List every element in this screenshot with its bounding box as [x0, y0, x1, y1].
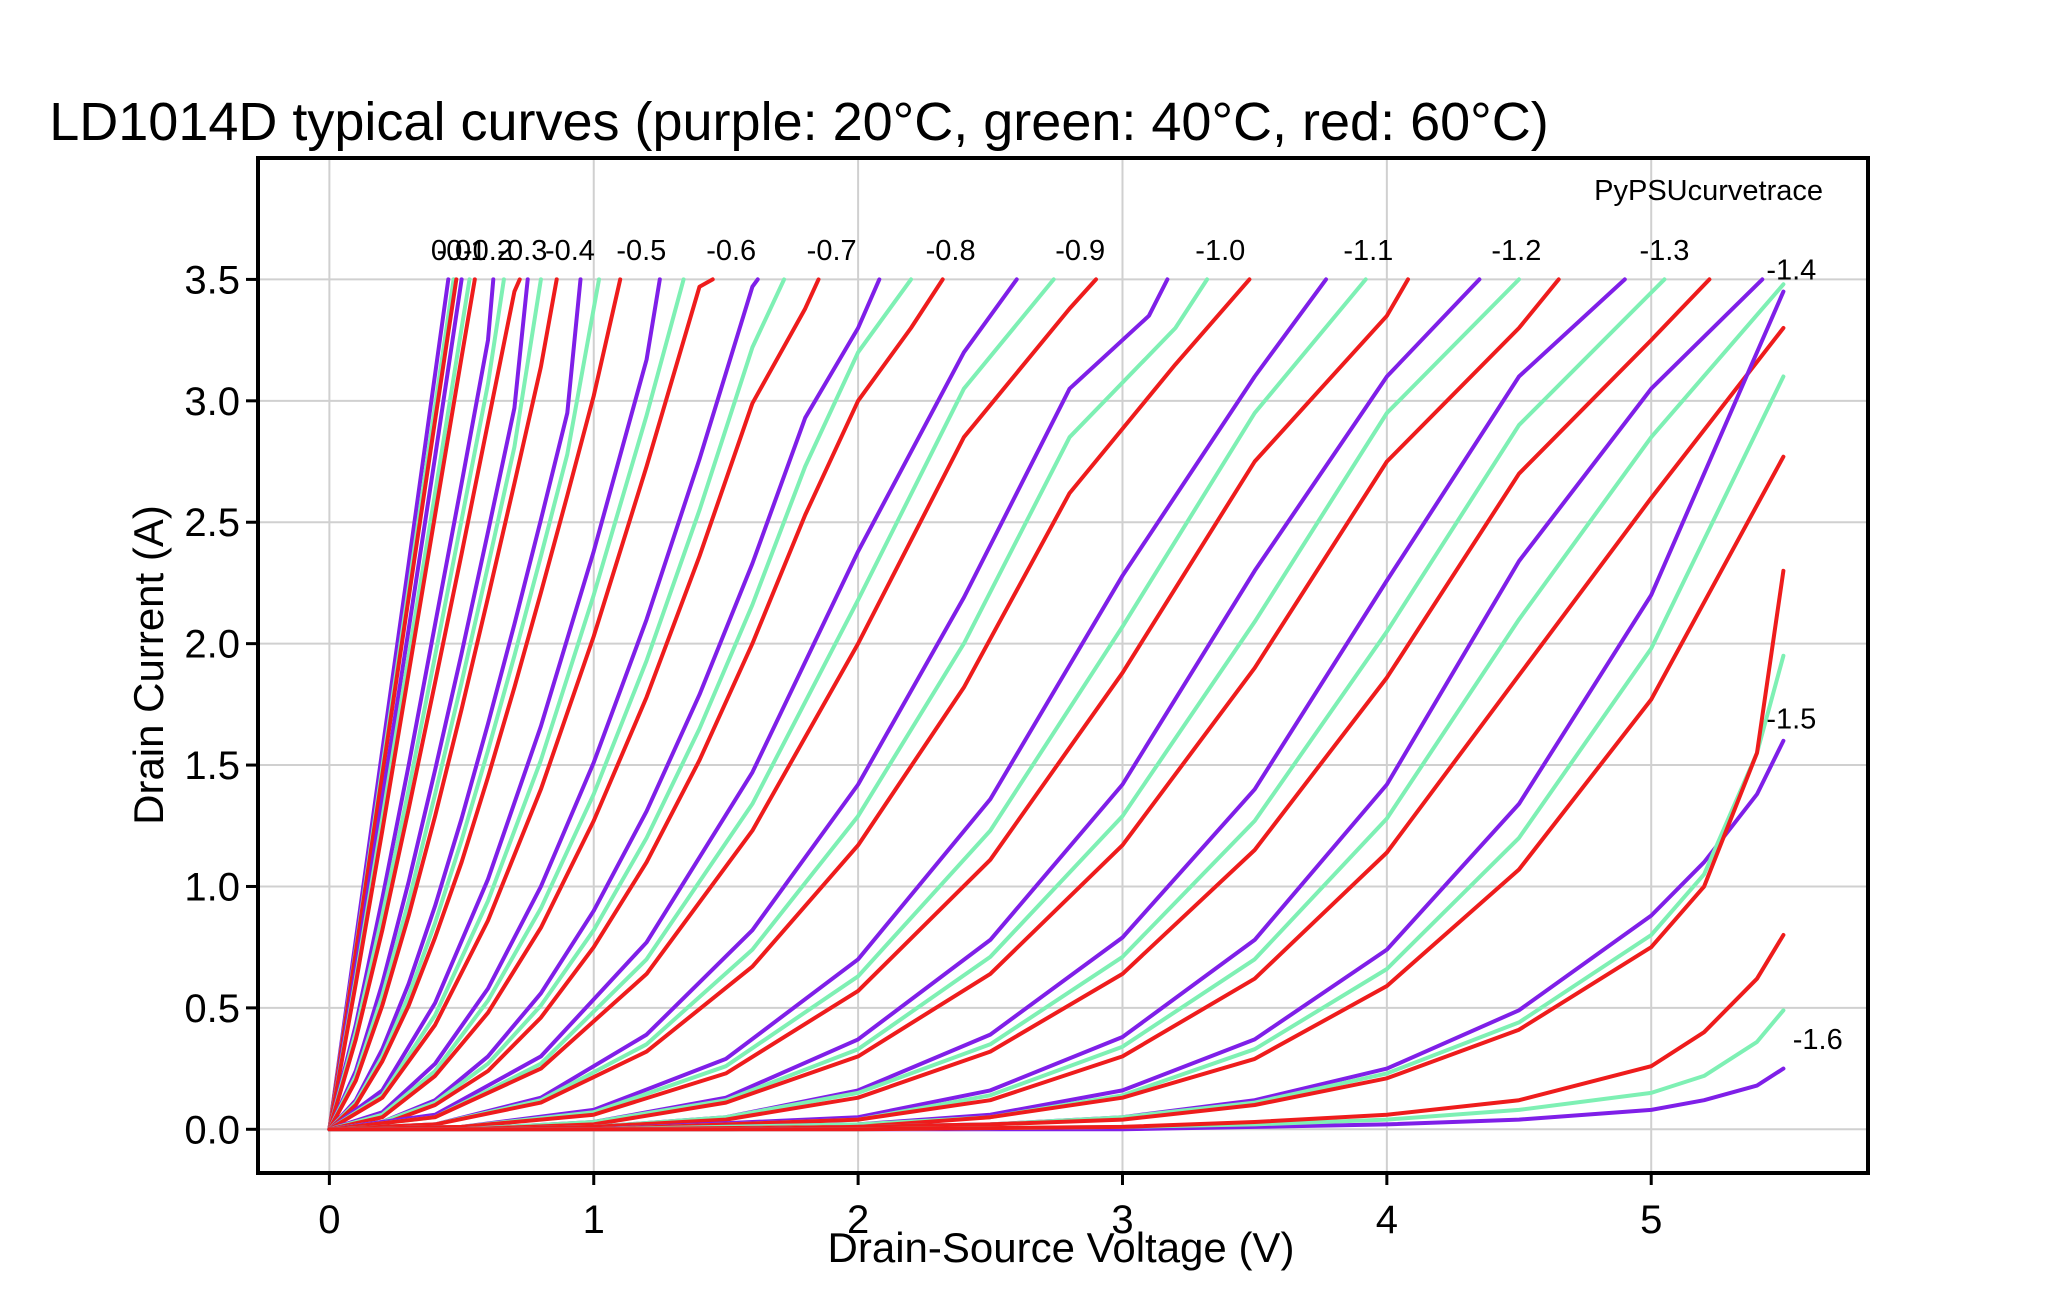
curve-vgs-0.4-60c: [327, 277, 623, 1132]
curve-vgs-0.9-60c: [327, 277, 1252, 1132]
curve-vgs-1.0-60c: [327, 277, 1410, 1132]
vgs-label: -0.5: [616, 235, 666, 267]
vgs-label: -0.8: [926, 235, 976, 267]
x-ticks: 0 1 2 3 4 5: [318, 1173, 1662, 1242]
curve-vgs-0.4-40c: [327, 277, 601, 1132]
vgs-label: -1.2: [1491, 235, 1541, 267]
curve-vgs-1.2-60c: [327, 277, 1712, 1132]
vgs-label: -0.4: [545, 235, 595, 267]
plot-frame: [256, 156, 1870, 1175]
y-tick-label: 3.5: [184, 258, 240, 302]
curve-vgs-0.5-40c: [327, 277, 686, 1132]
vgs-label: -0.1: [437, 235, 487, 267]
curve-vgs-0.7-60c: [327, 277, 945, 1132]
vgs-label: -1.3: [1639, 235, 1689, 267]
vgs-label: -1.0: [1195, 235, 1245, 267]
x-tick-label: 1: [583, 1198, 605, 1242]
curve-vgs-0.6-60c: [327, 277, 821, 1132]
x-axis-label: Drain-Source Voltage (V): [828, 1224, 1295, 1271]
y-axis-label: Drain Current (A): [125, 505, 172, 825]
curve-vgs-0.8-60c: [327, 277, 1098, 1132]
vgs-label: -1.5: [1766, 704, 1816, 736]
vgs-label: -0.2: [463, 235, 513, 267]
y-tick-label: 3.0: [184, 380, 240, 424]
curve-vgs-1.2-20c: [327, 277, 1627, 1132]
vgs-labels: 0.0-0.1-0.2-0.3-0.4 -0.5 -0.6 -0.7 -0.8 -0.9 -…: [431, 235, 1843, 1056]
vgs-label: -0.9: [1055, 235, 1105, 267]
curve-vgs-1.5-60c: [327, 568, 1786, 1132]
vgs-label: -1.4: [1766, 254, 1816, 286]
curve-vgs-1.6-60c: [327, 933, 1786, 1132]
x-tick-label: 5: [1640, 1198, 1662, 1242]
x-tick-label: 3: [1111, 1198, 1133, 1242]
y-tick-label: 2.0: [184, 623, 240, 667]
vgs-label: -1.6: [1793, 1024, 1843, 1056]
chart-title: LD1014D typical curves (purple: 20°C, gr…: [49, 92, 1549, 152]
curve-vgs-0.2-60c: [327, 277, 522, 1132]
curve-vgs-0.5-20c: [327, 277, 662, 1132]
vgs-label: -0.6: [706, 235, 756, 267]
curve-vgs-0.3-20c: [327, 277, 530, 1132]
y-tick-label: 1.0: [184, 865, 240, 909]
curve-vgs-0.3-40c: [327, 277, 543, 1132]
curve-vgs-0.7-40c: [327, 277, 913, 1132]
curve-vgs-0.3-60c: [327, 277, 559, 1132]
x-tick-label: 0: [318, 1198, 340, 1242]
curve-vgs-0.4-20c: [327, 277, 583, 1132]
vgs-label: -0.3: [497, 235, 547, 267]
vgs-label: -1.1: [1343, 235, 1393, 267]
x-tick-label: 2: [847, 1198, 869, 1242]
y-tick-label: 2.5: [184, 501, 240, 545]
watermark: PyPSUcurvetrace: [1594, 175, 1823, 207]
curves: [327, 277, 1786, 1132]
y-ticks: 0.0 0.5 1.0 1.5 2.0 2.5 3.0 3.5: [184, 258, 258, 1152]
curve-vgs-0.6-40c: [327, 277, 787, 1132]
curve-vgs0.0-60c: [327, 277, 459, 1132]
x-tick-label: 4: [1376, 1198, 1398, 1242]
vgs-label: 0.0: [431, 235, 471, 267]
curve-vgs-0.5-60c: [327, 277, 715, 1132]
vgs-label: -0.7: [807, 235, 857, 267]
curve-vgs-0.6-20c: [327, 277, 760, 1132]
curve-vgs-0.8-20c: [327, 277, 1019, 1132]
y-tick-label: 1.5: [184, 744, 240, 788]
y-tick-label: 0.5: [184, 987, 240, 1031]
curve-vgs-0.1-60c: [327, 277, 477, 1132]
y-tick-label: 0.0: [184, 1108, 240, 1152]
curve-vgs-1.3-60c: [327, 326, 1786, 1132]
